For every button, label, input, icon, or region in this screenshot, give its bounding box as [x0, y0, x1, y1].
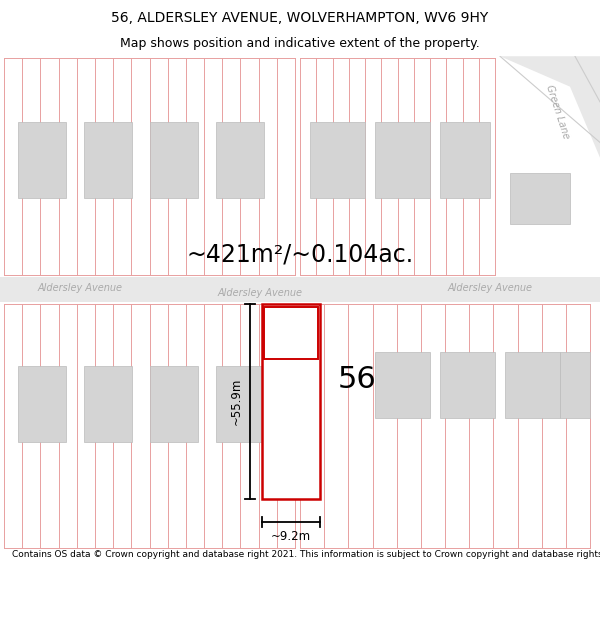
Text: 56: 56 [338, 364, 377, 394]
Bar [150, 366, 198, 442]
Polygon shape [500, 56, 600, 158]
Bar [440, 352, 495, 418]
Bar [216, 366, 264, 442]
Bar [84, 122, 132, 198]
Bar [375, 122, 430, 198]
Bar [84, 366, 132, 442]
Text: ~9.2m: ~9.2m [271, 530, 311, 542]
Text: ~55.9m: ~55.9m [230, 378, 243, 425]
Text: 56, ALDERSLEY AVENUE, WOLVERHAMPTON, WV6 9HY: 56, ALDERSLEY AVENUE, WOLVERHAMPTON, WV6… [112, 11, 488, 25]
Bar [150, 122, 198, 198]
Text: Green Lane: Green Lane [545, 84, 571, 141]
Bar [18, 122, 66, 198]
Text: Aldersley Avenue: Aldersley Avenue [448, 284, 533, 294]
Bar [216, 122, 264, 198]
Bar [440, 122, 490, 198]
Bar [18, 366, 66, 442]
Bar [310, 122, 365, 198]
Bar [0, 278, 600, 302]
Text: Map shows position and indicative extent of the property.: Map shows position and indicative extent… [120, 36, 480, 49]
Bar [375, 352, 430, 418]
Bar [264, 307, 318, 359]
Text: ~421m²/~0.104ac.: ~421m²/~0.104ac. [187, 242, 413, 266]
Text: Contains OS data © Crown copyright and database right 2021. This information is : Contains OS data © Crown copyright and d… [12, 550, 600, 559]
Bar [560, 352, 590, 418]
Bar [505, 352, 560, 418]
Text: Aldersley Avenue: Aldersley Avenue [37, 284, 122, 294]
Bar [510, 173, 570, 224]
Text: Aldersley Avenue: Aldersley Avenue [218, 288, 302, 298]
Bar [262, 304, 320, 499]
